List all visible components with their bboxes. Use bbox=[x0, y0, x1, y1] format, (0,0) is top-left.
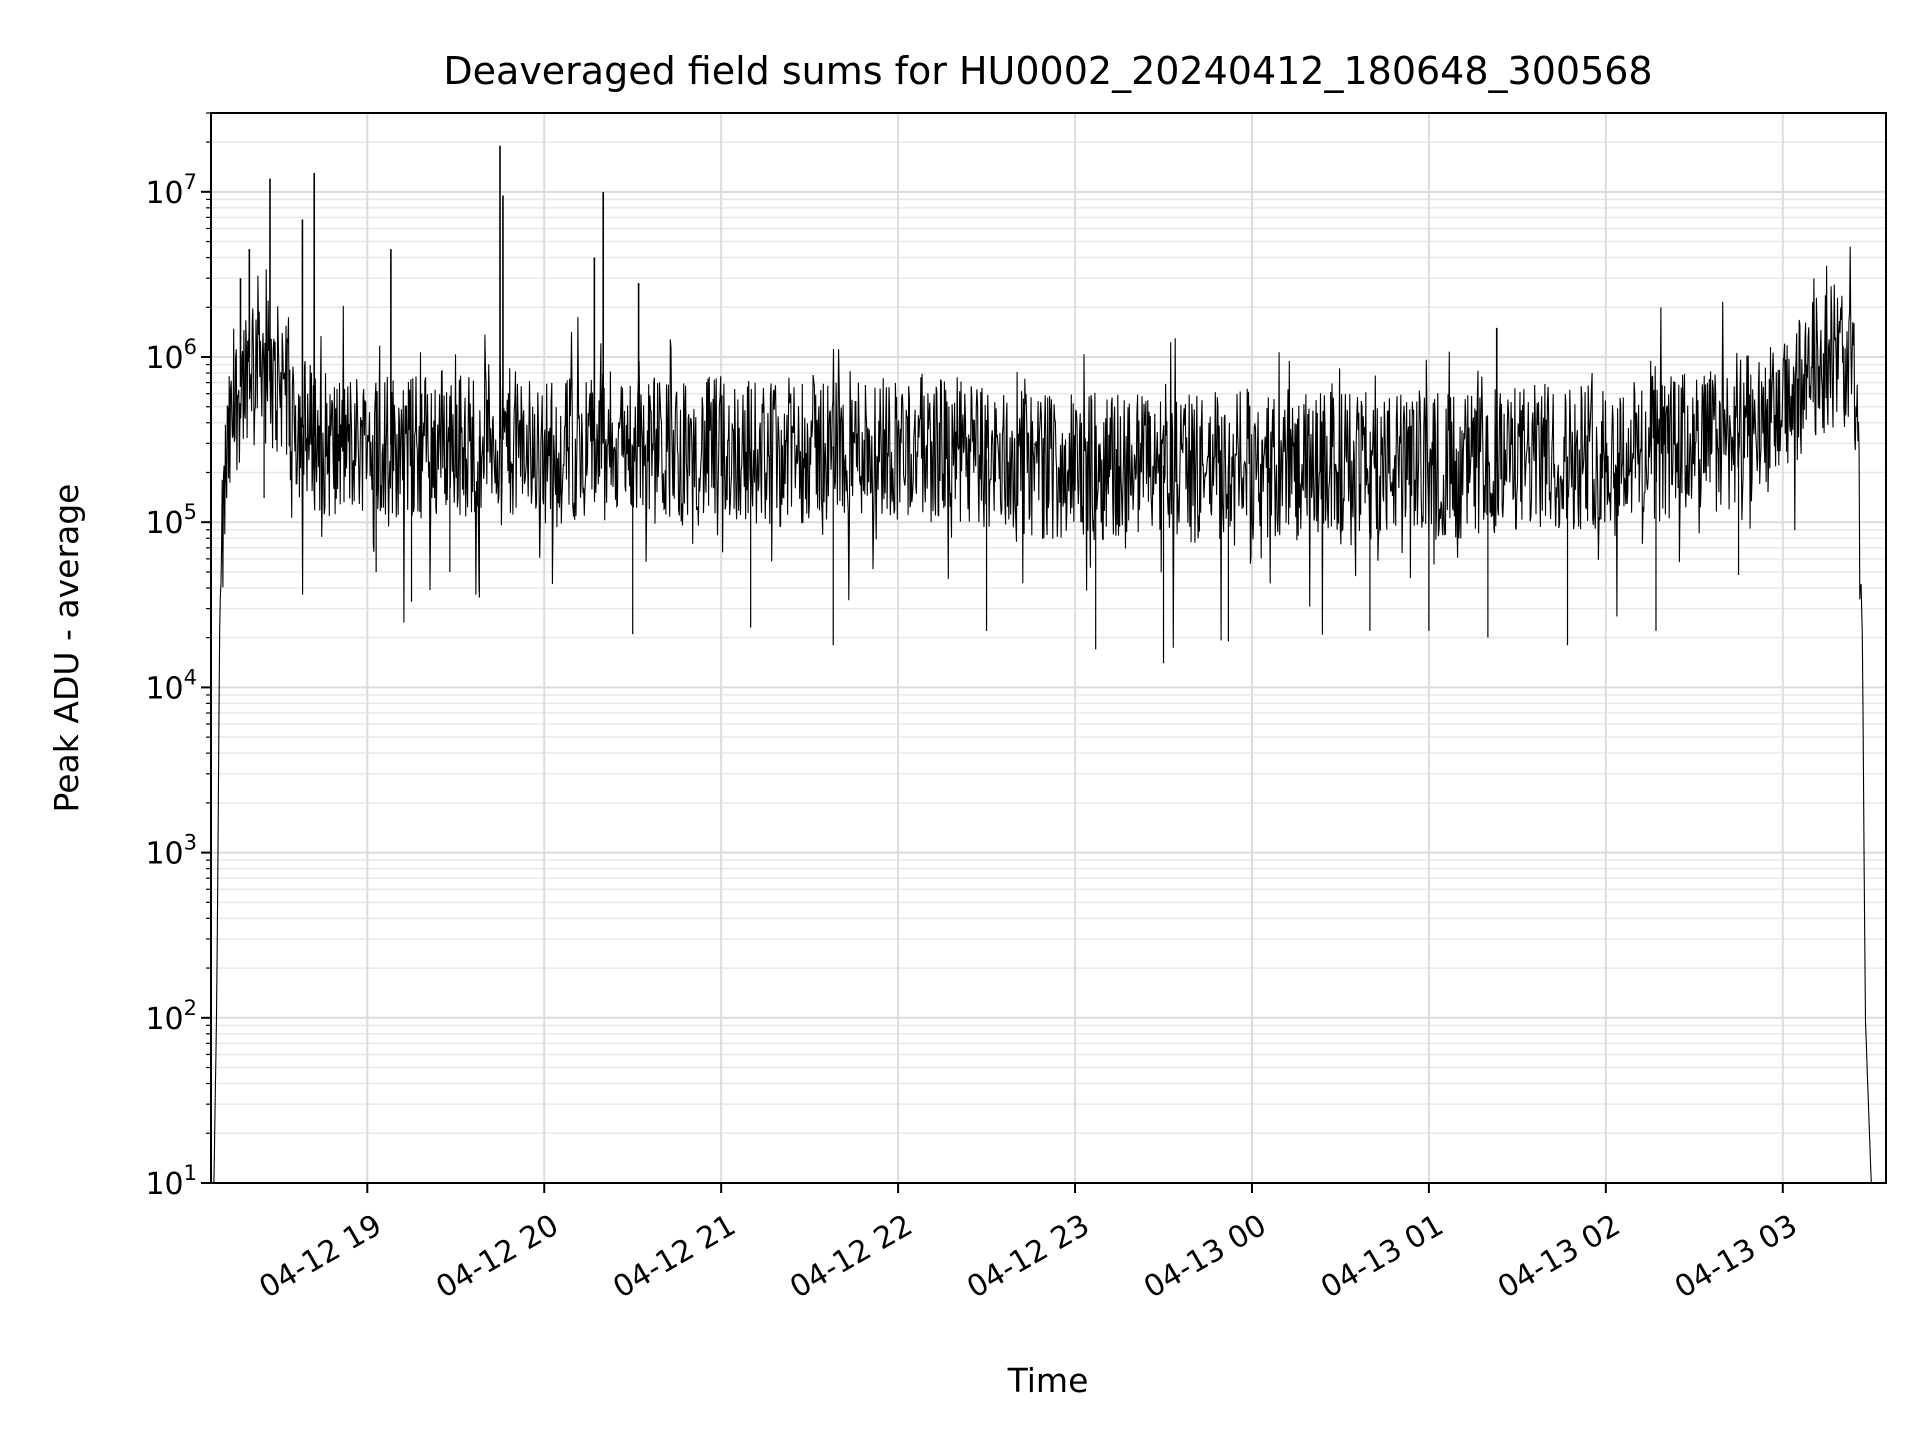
y-axis-label: Peak ADU - average bbox=[47, 484, 86, 813]
y-tick-label: 103 bbox=[145, 831, 197, 872]
y-tick-label: 107 bbox=[145, 170, 197, 211]
axes-frame bbox=[210, 112, 1887, 1184]
data-series-line bbox=[213, 246, 1872, 1184]
y-tick-label: 105 bbox=[145, 500, 197, 541]
series-layer bbox=[213, 145, 1872, 1184]
y-tick-label: 104 bbox=[145, 665, 197, 706]
y-tick-label: 101 bbox=[145, 1161, 197, 1202]
y-tick-label: 106 bbox=[145, 335, 197, 376]
x-axis-label: Time bbox=[1007, 1361, 1089, 1400]
y-tick-label: 102 bbox=[145, 996, 197, 1037]
chart-title: Deaveraged field sums for HU0002_2024041… bbox=[443, 49, 1652, 93]
